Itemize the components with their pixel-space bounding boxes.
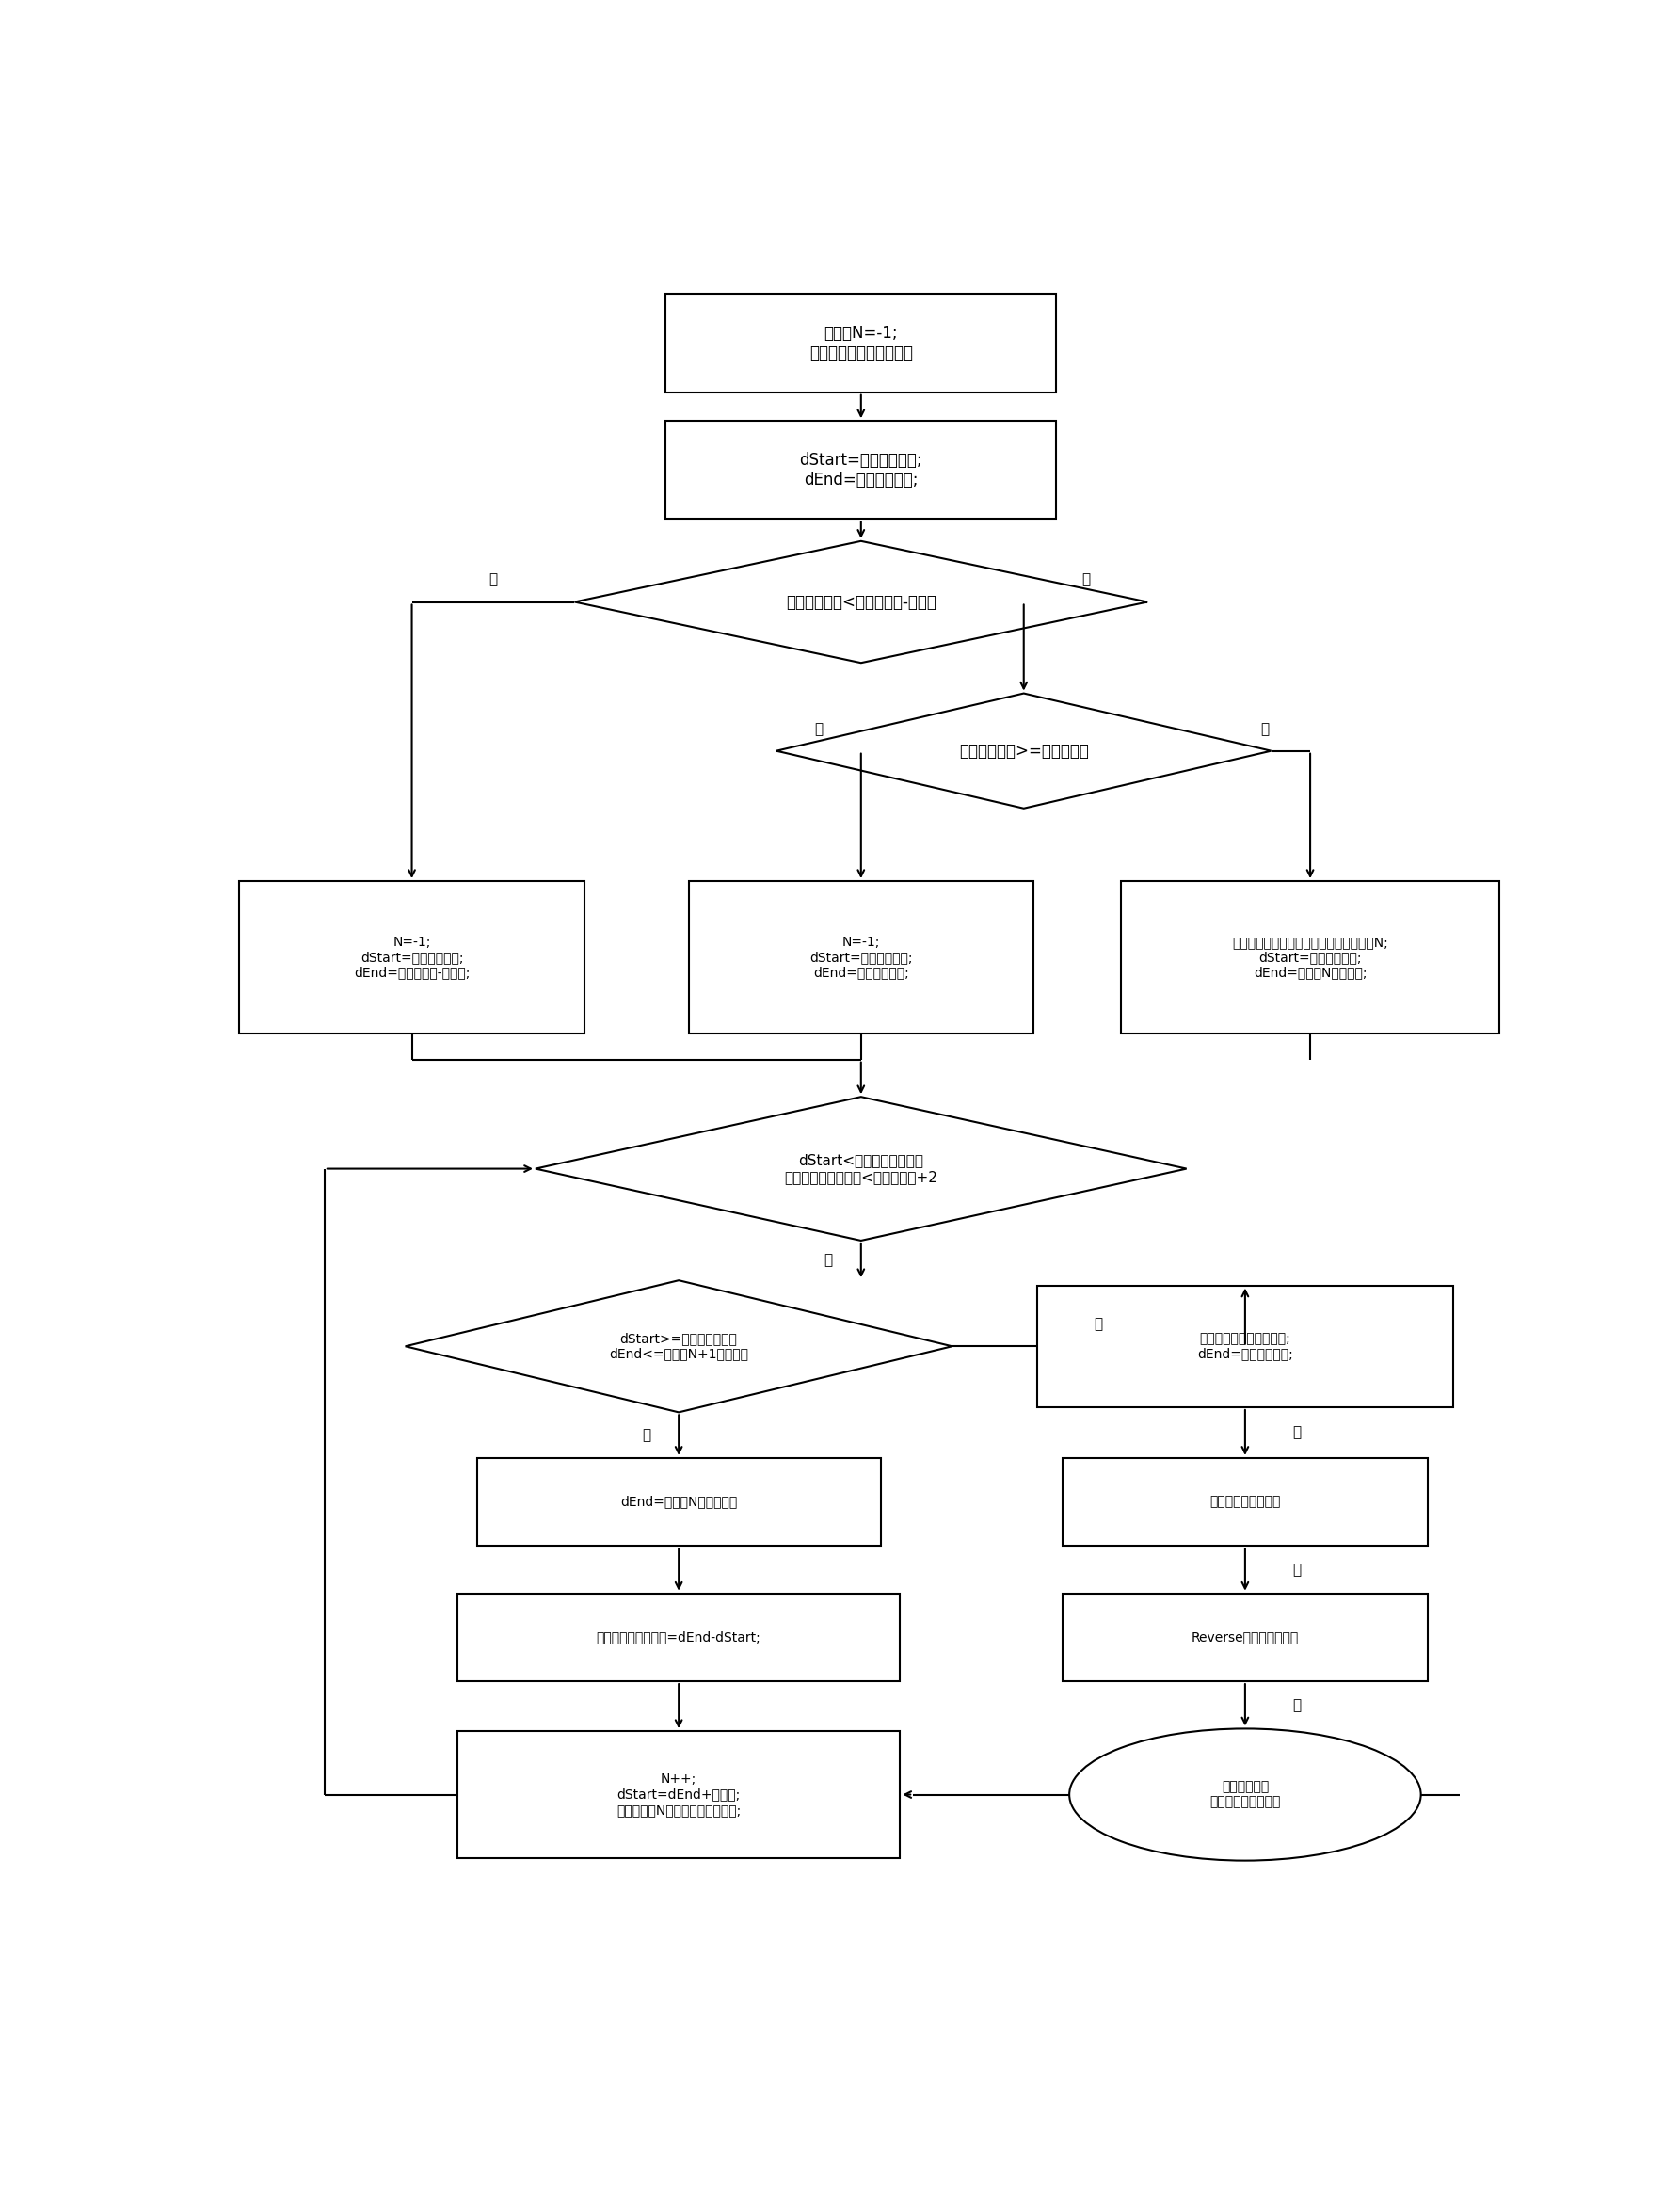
Ellipse shape: [1070, 1729, 1421, 1861]
Text: 根据文字块起始边与版心各栏的坐标确定N;
dStart=文字块起始边;
dEnd=版心第N栏终止边;: 根据文字块起始边与版心各栏的坐标确定N; dStart=文字块起始边; dEnd…: [1231, 936, 1388, 980]
FancyBboxPatch shape: [665, 422, 1057, 518]
FancyBboxPatch shape: [457, 1731, 900, 1859]
Text: 否: 否: [642, 1428, 650, 1441]
FancyBboxPatch shape: [665, 294, 1057, 393]
FancyBboxPatch shape: [457, 1593, 900, 1681]
Text: 当前栏是文字块最后一栏;
dEnd=文字块终止边;: 当前栏是文字块最后一栏; dEnd=文字块终止边;: [1198, 1331, 1294, 1360]
Text: 是: 是: [1294, 1562, 1302, 1577]
Text: 否: 否: [1260, 723, 1268, 736]
Text: 文字块起始边>=版心终止边: 文字块起始边>=版心终止边: [959, 743, 1089, 760]
Text: 是: 是: [1094, 1318, 1102, 1331]
Text: 是: 是: [815, 723, 823, 736]
Text: 是: 是: [1294, 1426, 1302, 1439]
Text: 自动分栏确定
文字块栏宽数组完成: 自动分栏确定 文字块栏宽数组完成: [1210, 1780, 1280, 1808]
Polygon shape: [575, 540, 1147, 663]
FancyBboxPatch shape: [1122, 881, 1499, 1033]
Text: 初始化N=-1;
得到版心各栏的栏宽数组: 初始化N=-1; 得到版心各栏的栏宽数组: [810, 325, 912, 363]
FancyBboxPatch shape: [239, 881, 585, 1033]
Text: N=-1;
dStart=文字块起始边;
dEnd=版心起始边-栏间距;: N=-1; dStart=文字块起始边; dEnd=版心起始边-栏间距;: [354, 936, 470, 980]
Text: 是: 是: [489, 573, 497, 587]
Text: 否: 否: [1082, 573, 1090, 587]
FancyBboxPatch shape: [1063, 1459, 1428, 1547]
Text: N++;
dStart=dEnd+栏间距;
更新版心第N栏的起始边和终止边;: N++; dStart=dEnd+栏间距; 更新版心第N栏的起始边和终止边;: [617, 1773, 741, 1817]
Text: dEnd=版心第N栏的终止边: dEnd=版心第N栏的终止边: [620, 1496, 738, 1509]
Text: 文字块当前栏的栏宽=dEnd-dStart;: 文字块当前栏的栏宽=dEnd-dStart;: [596, 1630, 761, 1643]
Polygon shape: [776, 694, 1272, 808]
Text: N=-1;
dStart=文字块起始边;
dEnd=文字块终止边;: N=-1; dStart=文字块起始边; dEnd=文字块终止边;: [810, 936, 912, 980]
Text: 否: 否: [1294, 1698, 1302, 1711]
FancyBboxPatch shape: [689, 881, 1033, 1033]
Text: dStart>=版心终止边或者
dEnd<=版心第N+1栏起始边: dStart>=版心终止边或者 dEnd<=版心第N+1栏起始边: [610, 1331, 748, 1360]
Text: dStart=文字块起始边;
dEnd=文字块起始边;: dStart=文字块起始边; dEnd=文字块起始边;: [800, 453, 922, 488]
Text: dStart<文字块终止边并且
文字块当前的分栏数<版心分栏数+2: dStart<文字块终止边并且 文字块当前的分栏数<版心分栏数+2: [785, 1153, 937, 1184]
Text: 排版方向是反向横排: 排版方向是反向横排: [1210, 1496, 1280, 1509]
Text: Reverse文字块栏宽数组: Reverse文字块栏宽数组: [1191, 1630, 1299, 1643]
FancyBboxPatch shape: [1037, 1285, 1453, 1408]
Text: 文字块起始边<版心起始边-栏间距: 文字块起始边<版心起始边-栏间距: [786, 593, 936, 611]
FancyBboxPatch shape: [1063, 1593, 1428, 1681]
Polygon shape: [536, 1096, 1186, 1241]
Text: 是: 是: [825, 1254, 833, 1268]
Polygon shape: [405, 1281, 953, 1413]
FancyBboxPatch shape: [477, 1459, 880, 1547]
